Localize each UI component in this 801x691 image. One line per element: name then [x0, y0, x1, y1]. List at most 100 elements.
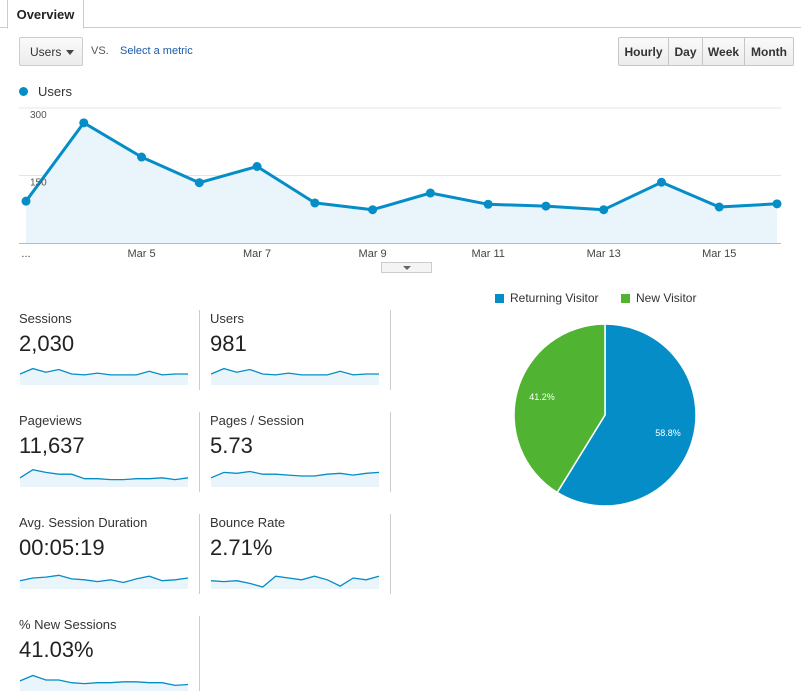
metric-tile-pages-session[interactable]: Pages / Session 5.73	[210, 413, 390, 499]
chevron-down-icon	[403, 266, 411, 270]
users-line-chart[interactable]: 300 150... Mar 5 Mar 7 Mar 9 Mar 11 Mar 13 Mar …	[0, 100, 801, 270]
sparkline-line	[210, 367, 379, 376]
data-point	[656, 177, 666, 187]
metric-value: 11,637	[19, 433, 85, 458]
date-range-toggle: Hourly Day Week Month	[618, 37, 794, 66]
metric-name: Users	[210, 311, 244, 326]
users-legend-swatch	[19, 87, 28, 96]
metric-value: 00:05:19	[19, 535, 105, 560]
sparkline-line	[19, 469, 189, 481]
divider	[390, 412, 391, 492]
sparkline	[210, 367, 379, 385]
sparkline	[210, 575, 380, 589]
sparkline	[19, 574, 189, 589]
sparkline-line	[19, 674, 189, 687]
y-tick-label: 150	[30, 178, 47, 189]
divider	[390, 514, 391, 594]
pie-slice-new-visitor	[513, 323, 606, 494]
chart-collapse-handle[interactable]	[381, 262, 432, 273]
data-point	[541, 201, 551, 211]
divider	[199, 616, 200, 691]
metric-name: Sessions	[19, 311, 72, 326]
tab-overview[interactable]: Overview	[7, 0, 84, 29]
divider	[390, 310, 391, 390]
legend-returning-visitor[interactable]: Returning Visitor	[495, 291, 599, 305]
metric-value: 981	[210, 331, 247, 356]
sparkline-area	[211, 471, 379, 487]
sparkline	[19, 469, 189, 487]
new-visitor-swatch	[621, 293, 630, 303]
metric-value: 5.73	[210, 433, 253, 458]
data-point	[368, 205, 378, 215]
y-tick-label: 300	[30, 110, 47, 121]
metric-tile-new-sessions[interactable]: % New Sessions 41.03%	[19, 617, 199, 691]
metric-name: Avg. Session Duration	[19, 515, 148, 530]
metric-name: % New Sessions	[19, 617, 117, 632]
sparkline-line	[210, 470, 380, 479]
users-legend-label[interactable]: Users	[38, 84, 72, 99]
metric-dropdown[interactable]: Users	[19, 37, 83, 66]
x-tick-label: Mar 7	[243, 248, 271, 260]
data-point	[599, 205, 609, 215]
returning-visitor-label: Returning Visitor	[510, 291, 599, 305]
metric-tile-bounce-rate[interactable]: Bounce Rate 2.71%	[210, 515, 390, 601]
sparkline-area	[20, 368, 188, 385]
vs-label: VS.	[91, 45, 109, 57]
data-point	[483, 199, 493, 209]
data-point	[714, 202, 724, 212]
chevron-down-icon	[66, 50, 74, 55]
data-point	[137, 152, 147, 162]
metric-tile-pageviews[interactable]: Pageviews 11,637	[19, 413, 199, 499]
x-tick-label: Mar 9	[359, 248, 387, 260]
metric-tile-users[interactable]: Users 981	[210, 311, 390, 397]
metric-tile-avg-session-duration[interactable]: Avg. Session Duration 00:05:19	[19, 515, 199, 601]
pie-slice-returning-visitor	[556, 323, 697, 507]
sparkline-line	[19, 574, 189, 584]
metric-tile-sessions[interactable]: Sessions 2,030	[19, 311, 199, 397]
metric-value: 2,030	[19, 331, 75, 356]
sparkline	[19, 367, 188, 385]
data-point	[772, 199, 782, 209]
sparkline-line	[210, 575, 380, 588]
data-point	[21, 196, 31, 206]
sparkline	[19, 674, 189, 691]
divider	[199, 310, 200, 390]
tab-bar: Overview	[0, 0, 801, 29]
day-button[interactable]: Day	[669, 38, 703, 65]
sparkline-area	[20, 469, 188, 487]
sparkline-area	[20, 575, 188, 589]
metric-value: 2.71%	[210, 535, 273, 560]
divider	[199, 514, 200, 594]
pie-slice-label: 58.8%	[655, 428, 681, 438]
sparkline-line	[19, 367, 188, 376]
x-tick-label: ...	[21, 248, 30, 260]
data-point	[425, 188, 435, 198]
legend-new-visitor[interactable]: New Visitor	[621, 291, 696, 305]
pie-slice-label: 41.2%	[529, 392, 555, 402]
x-tick-label: Mar 13	[587, 248, 621, 260]
data-point	[252, 162, 262, 171]
week-button[interactable]: Week	[703, 38, 745, 65]
metric-dropdown-value: Users	[30, 44, 62, 59]
select-metric-link[interactable]: Select a metric	[120, 45, 193, 57]
visitor-pie-chart[interactable]: 58.8% 41.2%	[510, 320, 700, 510]
divider	[199, 412, 200, 492]
data-point	[310, 198, 320, 208]
series-line-users	[24, 121, 778, 212]
x-tick-label: Mar 11	[471, 248, 504, 260]
x-tick-label: Mar 15	[702, 248, 736, 260]
metric-value: 41.03%	[19, 637, 94, 662]
sparkline	[210, 470, 380, 487]
metric-name: Pageviews	[19, 413, 82, 428]
x-tick-label: Mar 5	[127, 248, 155, 260]
month-button[interactable]: Month	[745, 38, 793, 65]
data-point	[79, 118, 89, 128]
series-area	[26, 122, 777, 243]
metric-name: Pages / Session	[210, 413, 304, 428]
data-point	[194, 178, 204, 188]
hourly-button[interactable]: Hourly	[619, 38, 669, 65]
metric-name: Bounce Rate	[210, 515, 286, 530]
sparkline-area	[211, 576, 379, 589]
new-visitor-label: New Visitor	[636, 291, 697, 305]
sparkline-area	[211, 368, 379, 385]
